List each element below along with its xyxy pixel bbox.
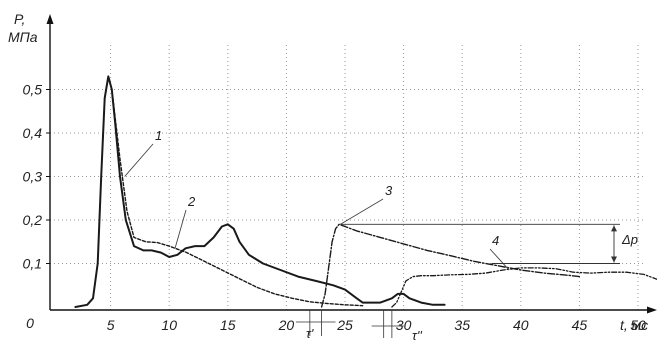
grid <box>46 44 645 310</box>
y-tick-label: 0,5 <box>23 82 43 98</box>
callout-leader-2 <box>174 209 187 249</box>
x-axis-arrow <box>647 306 657 314</box>
callout-leader-3 <box>340 198 384 225</box>
axes <box>46 14 657 314</box>
delta-p-label: Δp <box>621 232 638 247</box>
callout-leader-1 <box>124 143 154 177</box>
x-tick-label: 50 <box>630 317 646 333</box>
y-axis-title-line1: P, <box>14 11 25 27</box>
y-tick-label: 0,2 <box>23 212 43 228</box>
series <box>74 75 657 308</box>
x-tick-label: 20 <box>278 317 295 333</box>
series-callout-3: 3 <box>385 183 393 198</box>
x-tick-label: 40 <box>513 317 529 333</box>
x-tick-label: 30 <box>396 317 412 333</box>
series-callout-2: 2 <box>187 194 196 209</box>
y-tick-label: 0,1 <box>23 256 42 272</box>
series-line-4 <box>391 267 657 308</box>
x-tick-label: 5 <box>107 317 115 333</box>
callout-leader-4 <box>489 248 510 271</box>
y-tick-label: 0,3 <box>23 169 43 185</box>
x-tick-label: 10 <box>161 317 177 333</box>
x-tick-label: 35 <box>454 317 470 333</box>
series-line-2 <box>112 97 364 307</box>
series-line-1 <box>74 75 446 308</box>
y-axis-arrow <box>46 14 54 24</box>
tau-double-prime-label: τ'' <box>412 328 422 342</box>
y-axis-title-line2: МПа <box>8 29 38 45</box>
tick-labels: 0 5 10 15 20 25 30 35 40 45 50 0,1 0,2 0,3 0,4 0,5 <box>23 82 646 334</box>
x-tick-label: 45 <box>572 317 588 333</box>
x-axis-title: t, мс <box>620 317 648 333</box>
x-tick-label: 25 <box>336 317 353 333</box>
y-tick-label: 0,4 <box>23 125 43 141</box>
x-tick-label: 15 <box>220 317 236 333</box>
series-line-3 <box>320 223 581 308</box>
delta-p-arrow-up <box>611 225 617 232</box>
series-callout-1: 1 <box>155 128 162 143</box>
x-tick-label-0: 0 <box>26 315 34 331</box>
series-callout-4: 4 <box>492 233 499 248</box>
delta-p-arrow-down <box>611 256 617 263</box>
